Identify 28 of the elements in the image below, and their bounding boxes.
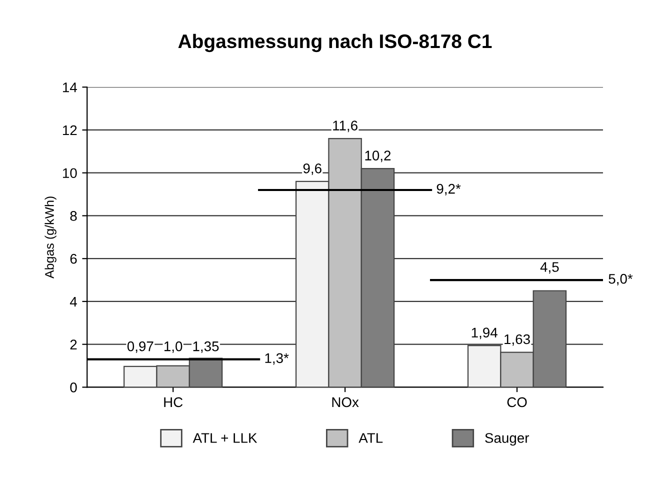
y-tick-label: 10 [62, 168, 77, 178]
y-tick-label: 12 [62, 125, 77, 136]
data-label: 11,6 [333, 120, 358, 132]
ref-line-label: 1,3* [265, 353, 289, 365]
ref-line-label: 5,0* [608, 274, 633, 286]
data-label: 10,2 [365, 150, 391, 162]
data-label: 4,5 [540, 262, 559, 274]
y-tick-label: 2 [70, 340, 77, 350]
y-tick-label: 6 [70, 254, 77, 264]
data-label: 1,94 [472, 328, 498, 340]
legend-label: ATL + LLK [192, 433, 258, 443]
x-tick-label: HC [164, 397, 183, 408]
data-label: 1,0 [164, 341, 182, 353]
x-tick-label: CO [507, 397, 527, 408]
y-tick-label: 4 [70, 296, 77, 306]
legend-label: ATL [358, 433, 383, 443]
data-label: 9,6 [303, 163, 322, 175]
y-tick-label: 14 [62, 82, 77, 92]
ref-line-label: 9,2* [436, 184, 461, 196]
y-tick-label: 8 [70, 211, 77, 221]
legend-label: Sauger [485, 433, 530, 446]
chart-title: Abgasmessung nach ISO-8178 C1 [178, 34, 492, 52]
x-tick-label: NOx [332, 397, 359, 408]
y-tick-label: 0 [70, 382, 77, 392]
y-axis-title: Abgas (g/kWh) [44, 196, 56, 278]
data-label: 1,63 [504, 334, 530, 346]
data-label: 0,97 [127, 341, 154, 353]
data-label: 1,35 [193, 341, 219, 353]
